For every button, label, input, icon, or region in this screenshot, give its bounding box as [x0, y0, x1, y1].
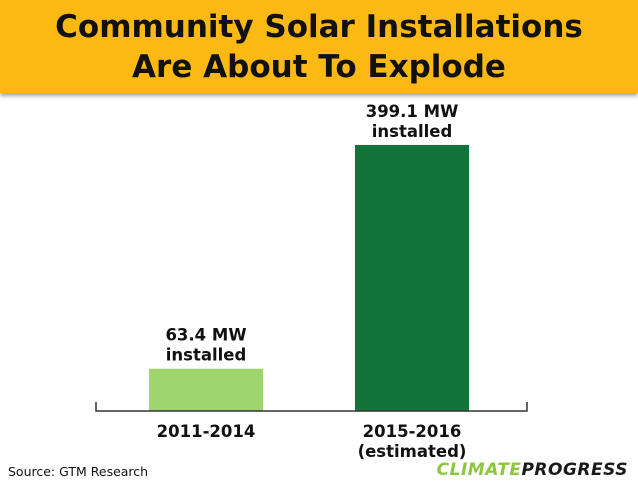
x-axis: [95, 402, 528, 412]
title-banner: Community Solar Installations Are About …: [0, 0, 638, 93]
bar-1: [149, 368, 263, 411]
climate-progress-logo: CLIMATEPROGRESS: [436, 460, 628, 480]
data-label-2-line-2: installed: [372, 122, 453, 141]
x-tick-label-2-line-1: 2015-2016: [363, 422, 462, 441]
data-label-1-line-1: 63.4 MW: [165, 326, 246, 345]
source-note: Source: GTM Research: [8, 464, 149, 479]
bar-2: [355, 144, 469, 411]
data-label-1-line-2: installed: [166, 346, 247, 365]
x-tick-label-2-line-2: (estimated): [358, 442, 467, 461]
x-tick-label-1-line-1: 2011-2014: [157, 422, 256, 441]
data-label-2-line-1: 399.1 MW: [366, 102, 459, 121]
chart-title: Community Solar Installations Are About …: [55, 8, 583, 85]
